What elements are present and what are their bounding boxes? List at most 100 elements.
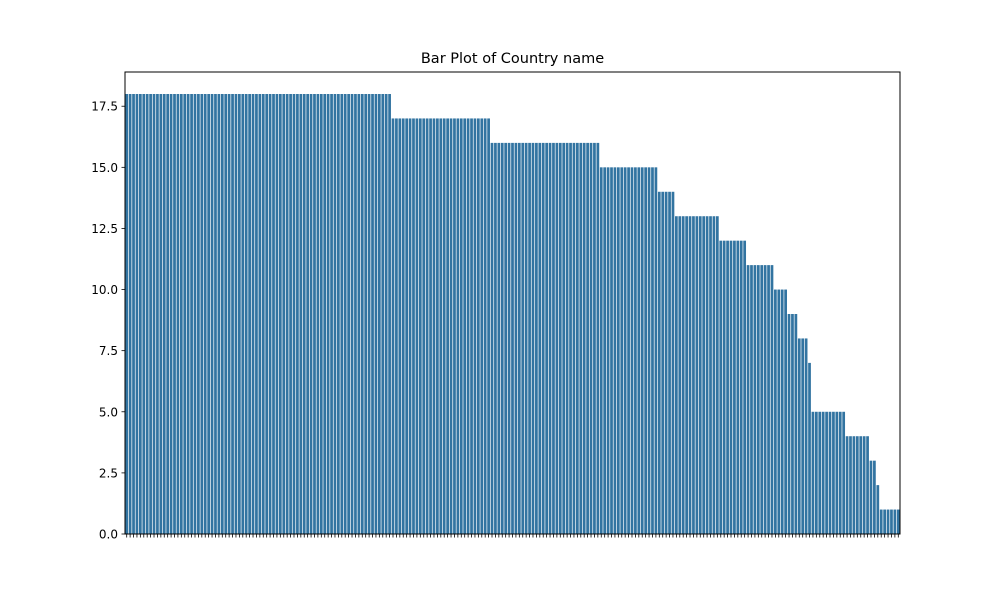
bar — [558, 142, 562, 534]
bar — [657, 191, 661, 534]
bar — [541, 142, 545, 534]
bar — [326, 94, 330, 534]
bar — [299, 94, 303, 534]
bar — [879, 509, 883, 534]
bar — [377, 94, 381, 534]
bar — [842, 411, 846, 534]
bar — [866, 436, 869, 534]
chart-title: Bar Plot of Country name — [421, 51, 604, 67]
bar — [535, 142, 538, 534]
bar — [845, 436, 849, 534]
bar — [576, 142, 579, 534]
bar — [804, 338, 808, 534]
bar — [316, 94, 320, 534]
bar — [135, 94, 139, 534]
bar — [210, 94, 214, 534]
bar — [651, 167, 654, 535]
bar — [596, 142, 600, 534]
bar — [138, 94, 142, 534]
bar — [234, 94, 238, 534]
bar — [476, 118, 480, 534]
bar — [869, 460, 873, 534]
bar — [282, 94, 286, 534]
bar — [702, 216, 706, 534]
bars-group — [125, 94, 900, 535]
bar — [422, 118, 426, 534]
bar — [579, 142, 583, 534]
y-tick-label: 5.0 — [99, 405, 118, 419]
bar — [774, 289, 777, 534]
bar — [715, 216, 719, 534]
bar — [794, 314, 798, 534]
bar — [644, 167, 648, 535]
bar — [261, 94, 265, 534]
y-tick-label: 15.0 — [91, 161, 118, 175]
bar — [739, 240, 743, 534]
bar — [555, 142, 559, 534]
bar — [620, 167, 624, 535]
bar — [668, 191, 671, 534]
bar — [610, 167, 613, 535]
bar — [156, 94, 159, 534]
bar — [828, 411, 832, 534]
bar — [166, 94, 170, 534]
bar — [729, 240, 733, 534]
bar — [415, 118, 419, 534]
bar — [480, 118, 484, 534]
bar — [883, 509, 887, 534]
bar — [733, 240, 736, 534]
bar — [302, 94, 306, 534]
bar — [808, 362, 811, 534]
y-tick-label: 2.5 — [99, 466, 118, 480]
bar — [309, 94, 313, 534]
bar — [767, 265, 770, 534]
bar — [227, 94, 231, 534]
bar — [746, 265, 750, 534]
bar — [514, 142, 518, 534]
bar — [169, 94, 173, 534]
bar — [145, 94, 149, 534]
bar — [835, 411, 839, 534]
bar — [360, 94, 364, 534]
bar — [832, 411, 835, 534]
bar — [787, 314, 791, 534]
plot-frame — [124, 71, 901, 535]
bar — [296, 94, 299, 534]
bar — [719, 240, 723, 534]
bar — [238, 94, 241, 534]
bar — [258, 94, 262, 534]
bar — [521, 142, 525, 534]
y-tick-label: 7.5 — [99, 344, 118, 358]
bar — [613, 167, 617, 535]
bar — [398, 118, 402, 534]
bar — [203, 94, 207, 534]
bar — [572, 142, 576, 534]
bar — [606, 167, 610, 535]
bar — [490, 142, 494, 534]
bar — [330, 94, 333, 534]
bar — [244, 94, 248, 534]
bar — [186, 94, 190, 534]
bar — [599, 167, 603, 535]
bar — [780, 289, 784, 534]
bar — [664, 191, 668, 534]
bar — [217, 94, 221, 534]
bar — [128, 94, 132, 534]
bar — [292, 94, 296, 534]
bar — [408, 118, 412, 534]
bar — [661, 191, 665, 534]
bar — [323, 94, 327, 534]
bar — [483, 118, 487, 534]
bar — [473, 118, 477, 534]
bar — [637, 167, 641, 535]
bar — [777, 289, 781, 534]
bar — [562, 142, 566, 534]
bar — [750, 265, 753, 534]
bar — [197, 94, 200, 534]
bar — [705, 216, 709, 534]
bar — [855, 436, 859, 534]
bar — [552, 142, 555, 534]
bar — [374, 94, 378, 534]
bar — [538, 142, 542, 534]
bar — [183, 94, 187, 534]
